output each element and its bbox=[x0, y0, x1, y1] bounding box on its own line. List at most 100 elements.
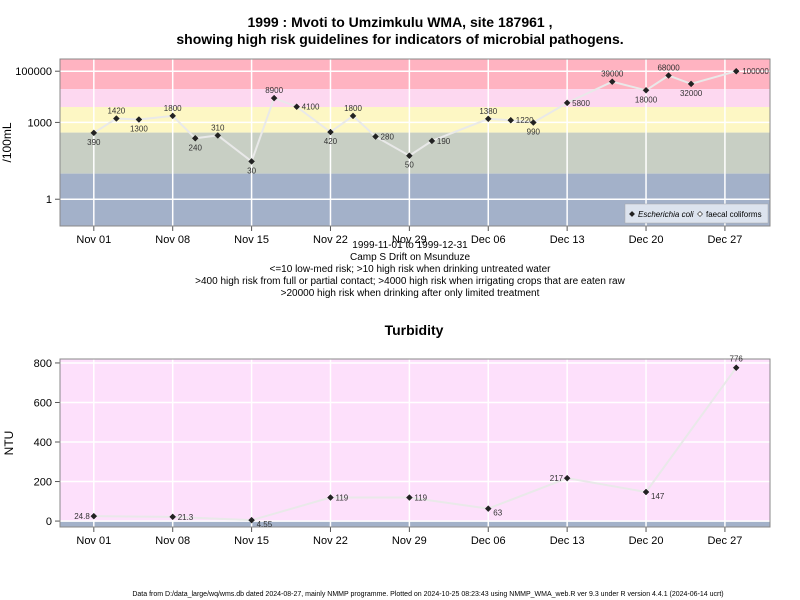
x-tick-label: Nov 22 bbox=[313, 535, 348, 547]
x-tick-label: Nov 22 bbox=[313, 234, 348, 246]
data-label: 4.55 bbox=[257, 520, 273, 529]
data-point bbox=[327, 128, 334, 136]
x-tick-label: Dec 20 bbox=[629, 535, 664, 547]
legend-label: faecal coliforms bbox=[706, 210, 762, 219]
x-tick-label: Dec 20 bbox=[629, 234, 664, 246]
risk-band-1 bbox=[60, 89, 770, 108]
turbidity-chart: Nov 01 Nov 08 Nov 15 Nov 22 Nov 29 Dec 06 Dec … bbox=[2, 355, 771, 547]
data-label: 1800 bbox=[344, 104, 362, 113]
plot-frame bbox=[59, 58, 771, 227]
data-label: 280 bbox=[381, 133, 395, 142]
chart1-title: 1999 : Mvoti to Umzimkulu WMA, site 1879… bbox=[248, 14, 553, 30]
data-point bbox=[169, 112, 177, 120]
data-point bbox=[214, 132, 222, 139]
data-point bbox=[349, 112, 357, 120]
x-tick-label: Nov 29 bbox=[392, 535, 427, 547]
data-point bbox=[563, 99, 571, 107]
data-point bbox=[90, 129, 98, 137]
y-tick-label: 400 bbox=[34, 437, 52, 449]
data-label: 100000 bbox=[742, 67, 769, 76]
data-point bbox=[529, 119, 537, 126]
data-point bbox=[687, 80, 695, 88]
data-label: 1420 bbox=[107, 107, 125, 116]
data-point bbox=[642, 488, 650, 496]
data-point bbox=[732, 364, 740, 372]
data-label: 190 bbox=[437, 137, 451, 146]
y-tick-label: 600 bbox=[34, 397, 52, 409]
data-point bbox=[248, 158, 255, 165]
risk-band-0 bbox=[60, 59, 770, 90]
data-point bbox=[112, 115, 120, 122]
data-label: 1220 bbox=[516, 116, 534, 125]
data-point bbox=[90, 512, 98, 520]
caption-guideline-1: <=10 low-med risk; >10 high risk when dr… bbox=[270, 264, 552, 275]
data-point bbox=[135, 116, 143, 123]
caption-guideline-2: >400 high risk from full or partial cont… bbox=[195, 276, 625, 287]
x-tick-label: Dec 27 bbox=[707, 234, 742, 246]
y-axis-label: NTU bbox=[2, 431, 16, 456]
x-tick-label: Nov 01 bbox=[76, 535, 111, 547]
data-label: 63 bbox=[493, 509, 502, 518]
data-point bbox=[406, 152, 413, 160]
data-point bbox=[169, 513, 177, 521]
data-label: 24.8 bbox=[74, 512, 90, 521]
caption-date-range: 1999-11-01 to 1999-12-31 bbox=[352, 240, 468, 251]
data-label: 5800 bbox=[572, 99, 590, 108]
data-point bbox=[372, 133, 379, 140]
data-point bbox=[191, 134, 199, 142]
data-point bbox=[608, 78, 616, 86]
data-point bbox=[642, 86, 650, 94]
x-tick-label: Nov 15 bbox=[234, 234, 269, 246]
legend-marker bbox=[697, 211, 703, 217]
data-label: 310 bbox=[211, 123, 225, 132]
y-tick-label: 1000 bbox=[28, 117, 52, 129]
data-point bbox=[327, 494, 334, 501]
data-label: 39000 bbox=[601, 70, 624, 79]
data-point bbox=[732, 67, 740, 75]
x-tick-label: Dec 13 bbox=[550, 234, 585, 246]
y-tick-label: 0 bbox=[46, 516, 52, 528]
data-label: 1380 bbox=[479, 107, 497, 116]
x-tick-label: Nov 01 bbox=[76, 234, 111, 246]
caption-site: Camp S Drift on Msunduze bbox=[350, 252, 470, 263]
data-point bbox=[270, 94, 278, 102]
chart1-title-line2: showing high risk guidelines for indicat… bbox=[176, 31, 623, 47]
risk-band-2 bbox=[60, 107, 770, 133]
data-label: 240 bbox=[189, 143, 203, 152]
data-point bbox=[293, 103, 301, 111]
x-tick-label: Dec 06 bbox=[471, 234, 506, 246]
data-point bbox=[484, 115, 492, 123]
x-tick-label: Nov 29 bbox=[392, 234, 427, 246]
risk-band-1 bbox=[60, 521, 770, 527]
data-label: 30 bbox=[247, 166, 256, 175]
y-axis-label: /100mL bbox=[0, 122, 14, 162]
footer-note: Data from D:/data_large/wq/wms.db dated … bbox=[132, 591, 723, 598]
data-label: 1300 bbox=[130, 125, 148, 134]
data-label: 50 bbox=[405, 161, 414, 170]
data-label: 32000 bbox=[680, 89, 703, 98]
data-point bbox=[507, 116, 515, 124]
data-label: 147 bbox=[651, 492, 665, 501]
legend-label: Escherichia coli bbox=[638, 210, 694, 219]
data-label: 1800 bbox=[164, 104, 182, 113]
data-point bbox=[406, 494, 413, 501]
risk-band-0 bbox=[60, 359, 770, 522]
y-tick-label: 200 bbox=[34, 477, 52, 489]
y-tick-label: 1 bbox=[46, 194, 52, 206]
data-point bbox=[484, 505, 492, 512]
data-label: 420 bbox=[324, 137, 338, 146]
data-label: 390 bbox=[87, 138, 101, 147]
x-tick-label: Nov 15 bbox=[234, 535, 269, 547]
data-point bbox=[248, 516, 255, 524]
x-tick-label: Dec 27 bbox=[707, 535, 742, 547]
x-tick-label: Dec 13 bbox=[550, 535, 585, 547]
data-label: 8900 bbox=[265, 86, 283, 95]
caption-guideline-3: >20000 high risk when drinking after onl… bbox=[281, 288, 540, 299]
data-point bbox=[563, 474, 571, 482]
data-label: 119 bbox=[414, 494, 427, 503]
ecoli-chart: Nov 01 Nov 08 Nov 15 Nov 22 Nov 29 Dec 06 Dec … bbox=[0, 58, 771, 246]
legend-box bbox=[624, 203, 769, 224]
y-tick-label: 100000 bbox=[15, 66, 52, 78]
x-tick-label: Nov 08 bbox=[155, 234, 190, 246]
